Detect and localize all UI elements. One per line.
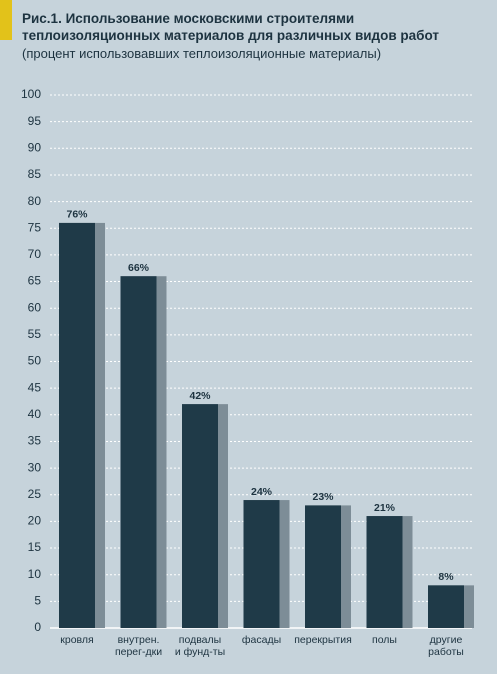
x-tick-label: перекрытия xyxy=(294,634,352,646)
y-tick-label: 55 xyxy=(28,327,42,341)
y-tick-label: 75 xyxy=(28,220,42,234)
chart-subtitle: (процент использовавших теплоизоляционны… xyxy=(22,46,382,61)
y-tick-label: 0 xyxy=(34,620,41,634)
chart-title: Рис.1. Использование московскими строите… xyxy=(22,11,440,43)
y-tick-label: 15 xyxy=(28,540,42,554)
y-tick-label: 5 xyxy=(34,594,41,608)
y-tick-label: 80 xyxy=(28,194,42,208)
y-tick-label: 50 xyxy=(28,354,42,368)
value-label: 8% xyxy=(438,571,454,583)
bar xyxy=(59,222,95,629)
bar xyxy=(120,276,157,628)
y-tick-label: 65 xyxy=(28,274,42,288)
x-tick-label: кровля xyxy=(60,634,94,646)
bar xyxy=(182,404,218,628)
y-tick-label: 25 xyxy=(28,487,42,501)
value-label: 76% xyxy=(66,209,88,221)
y-tick-label: 100 xyxy=(21,87,41,101)
value-label: 23% xyxy=(312,491,334,503)
bar xyxy=(366,516,403,628)
y-tick-label: 70 xyxy=(28,247,42,261)
x-tick-label: фасады xyxy=(241,634,282,646)
value-label: 66% xyxy=(128,262,150,274)
value-label: 21% xyxy=(374,502,396,514)
bar xyxy=(428,585,464,628)
x-tick-label: подвалы и фунд-ты xyxy=(174,634,226,658)
y-tick-label: 95 xyxy=(28,114,42,128)
y-tick-label: 30 xyxy=(28,460,42,474)
bar xyxy=(243,500,280,628)
x-tick-label: полы xyxy=(372,634,397,646)
bar xyxy=(305,505,341,628)
value-label: 42% xyxy=(189,390,211,402)
y-tick-label: 45 xyxy=(28,380,42,394)
value-label: 24% xyxy=(251,486,273,498)
y-tick-label: 90 xyxy=(28,140,42,154)
y-tick-label: 20 xyxy=(28,514,42,528)
y-tick-label: 10 xyxy=(28,567,42,581)
x-tick-label: внутрен. перег-дки xyxy=(114,634,163,658)
y-tick-label: 35 xyxy=(28,434,42,448)
accent-bar xyxy=(0,0,12,40)
y-tick-label: 40 xyxy=(28,407,42,421)
x-tick-label: другие работы xyxy=(428,634,464,658)
y-tick-label: 60 xyxy=(28,300,42,314)
y-tick-label: 85 xyxy=(28,167,42,181)
